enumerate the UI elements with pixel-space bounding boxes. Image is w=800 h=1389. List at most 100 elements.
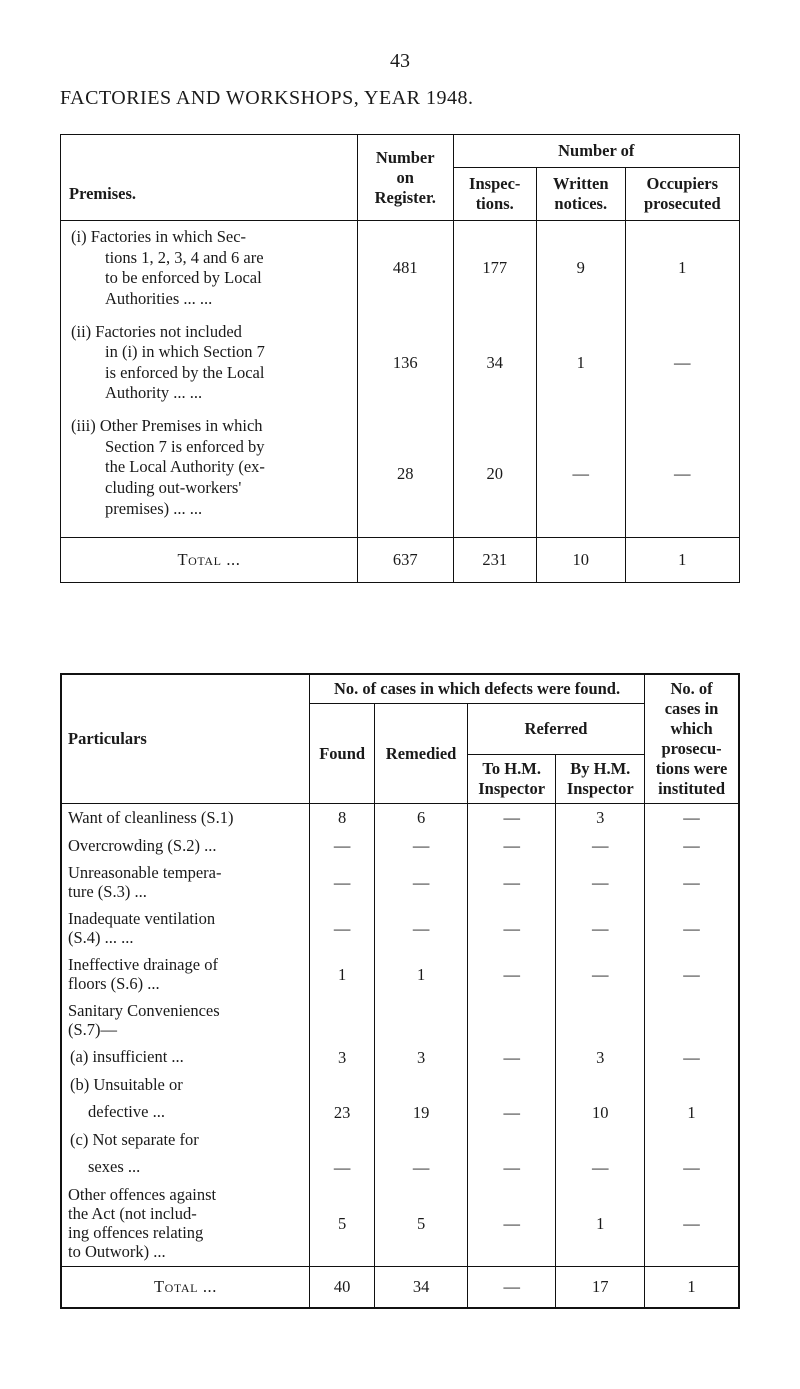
particulars-label: Unreasonable tempera- ture (S.3) ... xyxy=(61,860,310,906)
value-prosecuted: — xyxy=(625,316,739,411)
value-prosec xyxy=(645,1072,739,1099)
value-found: 3 xyxy=(310,1044,375,1072)
table-row: (b) Unsuitable or xyxy=(61,1072,739,1099)
table-row: (c) Not separate for xyxy=(61,1127,739,1154)
value-to-hm xyxy=(467,998,556,1044)
value-remedied: 5 xyxy=(375,1182,468,1266)
table-row: Overcrowding (S.2) ...————— xyxy=(61,832,739,860)
value-inspections: 20 xyxy=(453,410,536,538)
value-prosec: — xyxy=(645,804,739,833)
particulars-label: Want of cleanliness (S.1) xyxy=(61,804,310,833)
value-to-hm: — xyxy=(467,804,556,833)
particulars-label: Inadequate ventilation (S.4) ... ... xyxy=(61,906,310,952)
table-row: (ii) Factories not included in (i) in wh… xyxy=(61,316,740,411)
value-to-hm: — xyxy=(467,906,556,952)
value-by-hm xyxy=(556,1072,645,1099)
value-prosecuted: — xyxy=(625,410,739,538)
col-found: Found xyxy=(310,704,375,804)
total-label: Total ... xyxy=(61,538,358,583)
table-row: Ineffective drainage of floors (S.6) ...… xyxy=(61,952,739,998)
value-remedied: 1 xyxy=(375,952,468,998)
value-found: 5 xyxy=(310,1182,375,1266)
value-prosec: — xyxy=(645,952,739,998)
value-to-hm: — xyxy=(467,952,556,998)
total-by-hm: 17 xyxy=(556,1266,645,1308)
value-found: — xyxy=(310,832,375,860)
value-remedied: — xyxy=(375,906,468,952)
particulars-label: Sanitary Conveniences (S.7)— xyxy=(61,998,310,1044)
premises-label: (ii) Factories not included in (i) in wh… xyxy=(61,316,358,411)
value-remedied: — xyxy=(375,832,468,860)
value-found: — xyxy=(310,860,375,906)
total-written: 10 xyxy=(536,538,625,583)
value-found xyxy=(310,1127,375,1154)
value-prosec xyxy=(645,1127,739,1154)
value-remedied: 6 xyxy=(375,804,468,833)
value-by-hm: — xyxy=(556,906,645,952)
value-remedied: — xyxy=(375,1154,468,1182)
table-row: (a) insufficient ...33—3— xyxy=(61,1044,739,1072)
table-row: Other offences against the Act (not incl… xyxy=(61,1182,739,1266)
value-prosecuted: 1 xyxy=(625,221,739,316)
value-found xyxy=(310,1072,375,1099)
value-found: 1 xyxy=(310,952,375,998)
value-remedied xyxy=(375,1072,468,1099)
total-label: Total ... xyxy=(61,1266,310,1308)
value-register: 136 xyxy=(358,316,454,411)
table-row: sexes ...————— xyxy=(61,1154,739,1182)
total-inspections: 231 xyxy=(453,538,536,583)
total-register: 637 xyxy=(358,538,454,583)
defects-table: Particulars No. of cases in which defect… xyxy=(60,673,740,1309)
total-prosec: 1 xyxy=(645,1266,739,1308)
page-title: FACTORIES AND WORKSHOPS, YEAR 1948. xyxy=(60,87,740,110)
value-to-hm: — xyxy=(467,860,556,906)
premises-label: (iii) Other Premises in which Section 7 … xyxy=(61,410,358,538)
particulars-label: sexes ... xyxy=(61,1154,310,1182)
value-to-hm: — xyxy=(467,1044,556,1072)
col-written: Written notices. xyxy=(536,168,625,221)
table-row: (i) Factories in which Sec- tions 1, 2, … xyxy=(61,221,740,316)
page-number: 43 xyxy=(60,50,740,73)
col-inspections: Inspec- tions. xyxy=(453,168,536,221)
col-premises: Premises. xyxy=(61,135,358,221)
premises-table: Premises. Number on Register. Number of … xyxy=(60,134,740,583)
col-register: Number on Register. xyxy=(358,135,454,221)
value-register: 481 xyxy=(358,221,454,316)
total-to-hm: — xyxy=(467,1266,556,1308)
value-by-hm: — xyxy=(556,1154,645,1182)
value-written: 1 xyxy=(536,316,625,411)
particulars-label: Overcrowding (S.2) ... xyxy=(61,832,310,860)
table-row: Sanitary Conveniences (S.7)— xyxy=(61,998,739,1044)
value-remedied: 19 xyxy=(375,1099,468,1127)
value-found: — xyxy=(310,1154,375,1182)
total-row: Total ... 40 34 — 17 1 xyxy=(61,1266,739,1308)
table-row: Unreasonable tempera- ture (S.3) ...————… xyxy=(61,860,739,906)
value-by-hm: 3 xyxy=(556,1044,645,1072)
particulars-label: Ineffective drainage of floors (S.6) ... xyxy=(61,952,310,998)
total-remedied: 34 xyxy=(375,1266,468,1308)
value-register: 28 xyxy=(358,410,454,538)
value-remedied: — xyxy=(375,860,468,906)
col-referred: Referred xyxy=(467,704,644,755)
col-remedied: Remedied xyxy=(375,704,468,804)
value-written: 9 xyxy=(536,221,625,316)
value-by-hm: — xyxy=(556,832,645,860)
value-found: — xyxy=(310,906,375,952)
total-found: 40 xyxy=(310,1266,375,1308)
particulars-label: (b) Unsuitable or xyxy=(61,1072,310,1099)
col-prosecuted: Occupiers prosecuted xyxy=(625,168,739,221)
value-prosec: — xyxy=(645,1154,739,1182)
value-by-hm: — xyxy=(556,952,645,998)
value-by-hm xyxy=(556,998,645,1044)
col-by-hm: By H.M. Inspector xyxy=(556,755,645,804)
table-row: defective ...2319—101 xyxy=(61,1099,739,1127)
premises-label: (i) Factories in which Sec- tions 1, 2, … xyxy=(61,221,358,316)
col-particulars: Particulars xyxy=(61,674,310,804)
value-to-hm: — xyxy=(467,1154,556,1182)
value-by-hm: — xyxy=(556,860,645,906)
col-number-of: Number of xyxy=(453,135,739,168)
value-prosec: — xyxy=(645,906,739,952)
value-prosec: — xyxy=(645,860,739,906)
value-by-hm: 3 xyxy=(556,804,645,833)
value-inspections: 177 xyxy=(453,221,536,316)
